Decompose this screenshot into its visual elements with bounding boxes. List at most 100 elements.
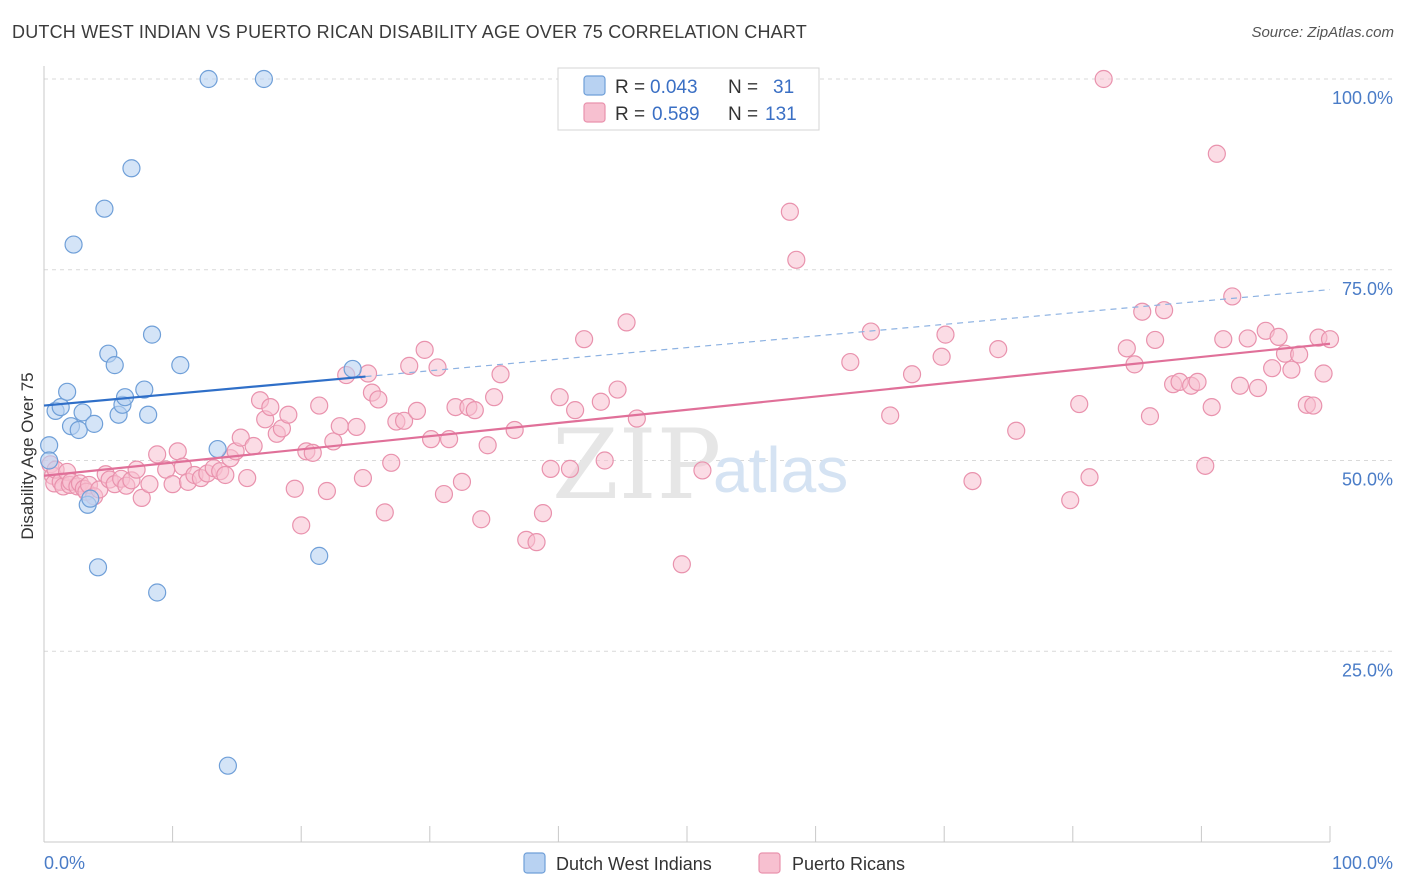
point-puerto-ricans-86 bbox=[550, 388, 569, 407]
point-puerto-ricans-87 bbox=[560, 459, 580, 478]
point-dutch-west-indians-19 bbox=[122, 159, 141, 178]
point-puerto-ricans-108 bbox=[1061, 491, 1080, 510]
point-puerto-ricans-94 bbox=[627, 409, 646, 428]
point-puerto-ricans-139 bbox=[1314, 364, 1333, 383]
x-tick-label-min: 0.0% bbox=[44, 853, 85, 873]
point-puerto-ricans-40 bbox=[238, 468, 257, 488]
point-puerto-ricans-115 bbox=[1140, 407, 1160, 426]
point-puerto-ricans-91 bbox=[595, 451, 614, 470]
point-puerto-ricans-52 bbox=[310, 396, 329, 415]
point-puerto-ricans-68 bbox=[415, 340, 434, 359]
point-puerto-ricans-44 bbox=[261, 397, 280, 417]
point-dutch-west-indians-10 bbox=[81, 489, 100, 508]
point-puerto-ricans-129 bbox=[1248, 378, 1268, 398]
point-puerto-ricans-96 bbox=[693, 461, 712, 480]
point-puerto-ricans-47 bbox=[279, 405, 298, 424]
point-puerto-ricans-132 bbox=[1269, 327, 1288, 346]
point-puerto-ricans-137 bbox=[1304, 396, 1323, 415]
trend-line-dutch-west-indians bbox=[43, 375, 366, 407]
legend-box: R = 0.043 N = 31 R = 0.589 N = 131 bbox=[557, 67, 820, 131]
bottom-legend-label-1: Dutch West Indians bbox=[556, 854, 712, 874]
trend-line-puerto-ricans bbox=[43, 342, 1331, 477]
point-puerto-ricans-84 bbox=[533, 504, 553, 523]
point-puerto-ricans-103 bbox=[932, 347, 951, 366]
legend-swatch-pink bbox=[583, 102, 606, 123]
point-dutch-west-indians-21 bbox=[139, 405, 158, 424]
point-dutch-west-indians-7 bbox=[69, 420, 88, 440]
point-dutch-west-indians-6 bbox=[64, 235, 83, 254]
legend-r-value-2: 0.589 bbox=[652, 104, 700, 125]
point-puerto-ricans-48 bbox=[285, 479, 304, 498]
point-dutch-west-indians-27 bbox=[218, 756, 237, 775]
point-puerto-ricans-67 bbox=[407, 401, 427, 421]
y-tick-label-50: 50.0% bbox=[1342, 470, 1393, 490]
legend-r-value-1: 0.043 bbox=[650, 77, 698, 98]
point-puerto-ricans-76 bbox=[465, 401, 484, 420]
bottom-legend: Dutch West Indians Puerto Ricans bbox=[523, 852, 905, 874]
point-puerto-ricans-23 bbox=[132, 488, 151, 507]
point-puerto-ricans-22 bbox=[127, 460, 146, 479]
point-puerto-ricans-131 bbox=[1263, 359, 1282, 378]
point-dutch-west-indians-28 bbox=[254, 69, 274, 89]
point-puerto-ricans-70 bbox=[428, 358, 447, 377]
series-dutch-west-indians bbox=[40, 69, 362, 775]
point-puerto-ricans-102 bbox=[902, 365, 922, 384]
x-tick-label-max: 100.0% bbox=[1332, 853, 1393, 873]
point-puerto-ricans-123 bbox=[1202, 397, 1221, 417]
point-dutch-west-indians-1 bbox=[40, 451, 59, 470]
point-puerto-ricans-98 bbox=[787, 250, 806, 269]
legend-n-label-2: N = bbox=[728, 104, 758, 125]
point-puerto-ricans-107 bbox=[1007, 421, 1026, 440]
point-puerto-ricans-122 bbox=[1196, 456, 1215, 475]
trend-lines bbox=[43, 288, 1331, 477]
bottom-legend-swatch-pink bbox=[758, 852, 781, 874]
point-puerto-ricans-106 bbox=[989, 340, 1008, 359]
point-puerto-ricans-71 bbox=[434, 484, 454, 504]
point-dutch-west-indians-29 bbox=[310, 546, 329, 565]
point-puerto-ricans-53 bbox=[317, 481, 337, 501]
bottom-legend-swatch-blue bbox=[523, 852, 546, 874]
point-puerto-ricans-81 bbox=[505, 420, 524, 440]
watermark-zip: ZIP bbox=[552, 409, 721, 521]
legend-r-label-2: R = bbox=[615, 104, 645, 125]
point-puerto-ricans-55 bbox=[330, 417, 349, 436]
point-dutch-west-indians-3 bbox=[51, 397, 70, 417]
point-puerto-ricans-59 bbox=[358, 364, 378, 383]
point-puerto-ricans-69 bbox=[421, 430, 441, 449]
point-dutch-west-indians-22 bbox=[142, 325, 162, 344]
point-puerto-ricans-99 bbox=[841, 352, 860, 372]
source-label: Source: ZipAtlas.com bbox=[1251, 24, 1394, 41]
watermark: ZIP atlas bbox=[552, 409, 848, 521]
legend-n-value-2: 131 bbox=[765, 104, 797, 125]
point-puerto-ricans-134 bbox=[1282, 360, 1301, 379]
point-puerto-ricans-109 bbox=[1070, 394, 1089, 414]
point-puerto-ricans-111 bbox=[1094, 69, 1113, 89]
bottom-legend-label-2: Puerto Ricans bbox=[792, 854, 905, 874]
point-puerto-ricans-27 bbox=[163, 475, 182, 494]
point-puerto-ricans-89 bbox=[575, 330, 594, 349]
point-puerto-ricans-63 bbox=[382, 453, 401, 472]
point-puerto-ricans-92 bbox=[608, 380, 627, 399]
point-puerto-ricans-124 bbox=[1207, 144, 1226, 163]
legend-r-label-1: R = bbox=[615, 77, 645, 98]
point-puerto-ricans-66 bbox=[400, 356, 419, 375]
point-puerto-ricans-95 bbox=[672, 555, 691, 574]
point-dutch-west-indians-30 bbox=[343, 359, 362, 379]
point-puerto-ricans-112 bbox=[1117, 339, 1136, 358]
point-puerto-ricans-74 bbox=[452, 472, 472, 491]
point-dutch-west-indians-25 bbox=[199, 69, 218, 89]
point-puerto-ricans-117 bbox=[1155, 301, 1174, 320]
point-puerto-ricans-79 bbox=[485, 388, 504, 407]
point-dutch-west-indians-4 bbox=[58, 382, 77, 401]
point-puerto-ricans-62 bbox=[375, 503, 394, 522]
point-puerto-ricans-83 bbox=[527, 533, 546, 552]
point-puerto-ricans-57 bbox=[347, 417, 366, 437]
legend-n-label-1: N = bbox=[728, 77, 758, 98]
point-puerto-ricans-58 bbox=[353, 468, 373, 488]
point-puerto-ricans-77 bbox=[472, 510, 491, 529]
point-puerto-ricans-126 bbox=[1223, 287, 1242, 306]
point-dutch-west-indians-12 bbox=[88, 558, 108, 577]
point-puerto-ricans-97 bbox=[780, 202, 799, 221]
chart-title: DUTCH WEST INDIAN VS PUERTO RICAN DISABI… bbox=[12, 22, 807, 42]
